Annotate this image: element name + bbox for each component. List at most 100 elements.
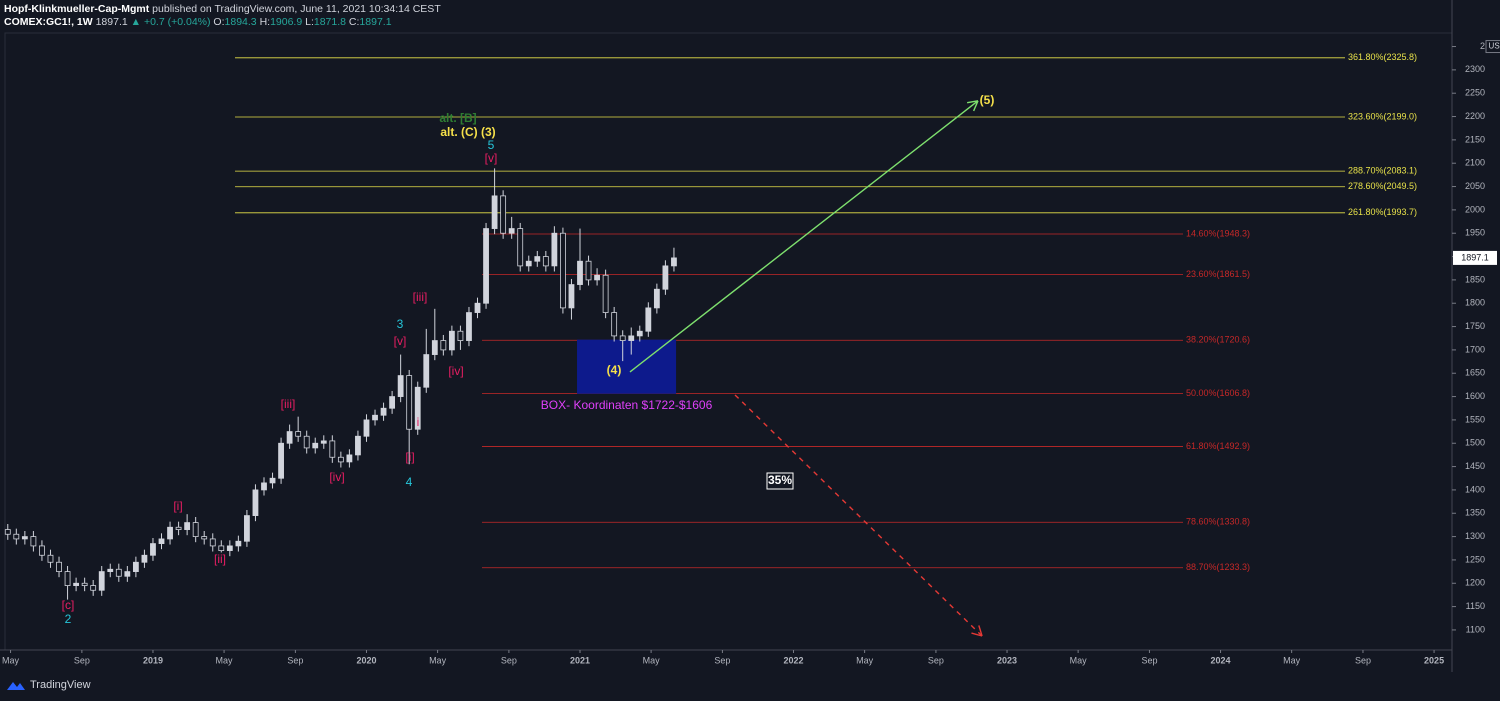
candle-body: [150, 543, 156, 556]
y-tick-label: 1850: [1465, 274, 1485, 284]
wave-label: [i]: [405, 450, 414, 464]
candle-body: [132, 561, 139, 572]
candle-body: [167, 526, 173, 540]
wave-label: [v]: [394, 334, 407, 348]
y-tick-label: 2250: [1465, 88, 1485, 98]
x-tick-label: Sep: [287, 655, 303, 665]
candle-body: [107, 568, 114, 572]
candle-body: [303, 435, 310, 449]
y-tick-label: 2100: [1465, 158, 1485, 168]
level-label: 323.60%(2199.0): [1348, 111, 1417, 121]
candle-body: [30, 536, 37, 547]
level-label: 61.80%(1492.9): [1186, 441, 1250, 451]
y-tick-label: 1950: [1465, 228, 1485, 238]
candle-body: [440, 340, 447, 351]
symbol: COMEX:GC1!, 1W: [4, 16, 93, 28]
candle-body: [577, 260, 583, 285]
candle-body: [329, 440, 336, 458]
level-label: 261.80%(1993.7): [1348, 207, 1417, 217]
wave-label: (4): [607, 363, 622, 377]
logo: [7, 682, 25, 690]
arrow: [734, 394, 983, 637]
candle-body: [21, 536, 28, 540]
price-tag-label: 1897.1: [1461, 252, 1489, 262]
y-tick-label: 1650: [1465, 368, 1485, 378]
candle-body: [585, 260, 592, 281]
candle-body: [355, 435, 361, 456]
x-tick-label: May: [1070, 655, 1088, 665]
x-tick-label: May: [216, 655, 234, 665]
candle-body: [201, 536, 208, 540]
y-tick-label: 1100: [1466, 624, 1485, 634]
candle-body: [671, 257, 677, 267]
ohlc-label: C:: [348, 16, 360, 28]
arrow-head: [978, 625, 983, 637]
candle-body: [619, 335, 626, 341]
candle-body: [466, 312, 472, 341]
x-tick-label: 2020: [356, 655, 376, 665]
candle-body: [56, 561, 62, 572]
y-tick-label: 2300: [1465, 64, 1485, 74]
wave-label: [i]: [173, 499, 182, 513]
candle-body: [269, 477, 276, 484]
y-tick-label: 1300: [1465, 531, 1485, 541]
candle-body: [448, 330, 455, 351]
candle-body: [534, 256, 541, 262]
candle-body: [337, 456, 344, 463]
header-line: COMEX:GC1!, 1W 1897.1 ▲ +0.7 (+0.04%) O:…: [4, 16, 441, 29]
candle-body: [397, 375, 404, 397]
y-tick-label: 1600: [1465, 391, 1485, 401]
last: 1897.1: [95, 16, 128, 28]
candle-body: [261, 482, 267, 491]
x-tick-label: 2024: [1211, 655, 1231, 665]
candle-body: [124, 571, 131, 577]
candle-body: [312, 442, 319, 449]
candle-body: [474, 302, 481, 313]
level-label: 278.60%(2049.5): [1348, 181, 1417, 191]
level-label: 88.70%(1233.3): [1186, 562, 1250, 572]
x-tick-label: May: [2, 655, 20, 665]
ohlc-label: O:: [213, 16, 225, 28]
ohlc-value: 1894.3: [224, 16, 257, 28]
y-tick-label: 1550: [1465, 414, 1485, 424]
arrow-head: [971, 632, 983, 637]
ohlc-value: 1897.1: [359, 16, 392, 28]
currency-box: [1485, 40, 1500, 54]
level-label: 361.80%(2325.8): [1348, 52, 1417, 62]
candle-body: [508, 228, 515, 234]
candle-body: [457, 330, 464, 341]
candle-body: [525, 260, 532, 267]
footer[interactable]: TradingView: [6, 679, 91, 691]
wave-label: i: [417, 415, 420, 429]
x-tick-label: Sep: [1141, 655, 1157, 665]
y-tick-label: 2150: [1465, 134, 1485, 144]
y-tick-label: 1800: [1465, 298, 1485, 308]
wave-label: alt. (C) (3): [440, 125, 495, 139]
candle-body: [500, 195, 507, 234]
candle-body: [286, 431, 293, 444]
candle-body: [141, 554, 148, 563]
header-line: Hopf-Klinkmueller-Cap-Mgmt published on …: [4, 3, 441, 16]
candle-body: [389, 396, 396, 409]
arrow-head: [967, 100, 979, 104]
y-tick-label: 2200: [1465, 111, 1485, 121]
ohlc-label: L:: [305, 16, 314, 28]
level-label: 50.00%(1606.8): [1186, 388, 1250, 398]
ohlc-value: 1871.8: [313, 16, 346, 28]
candle-body: [380, 407, 387, 416]
wave-label: 3: [397, 317, 404, 331]
level-label: 288.70%(2083.1): [1348, 165, 1417, 175]
wave-label: [ii]: [214, 552, 226, 566]
candle-body: [611, 312, 618, 337]
candle-body: [184, 522, 191, 530]
candle-body: [662, 265, 669, 290]
candle-body: [423, 354, 430, 388]
y-tick-label: 1700: [1465, 344, 1485, 354]
x-tick-label: 2023: [997, 655, 1017, 665]
candle-body: [252, 489, 259, 516]
candle-body: [47, 554, 54, 563]
candle-body: [491, 195, 498, 229]
candle-body: [406, 375, 413, 430]
candle-body: [551, 232, 558, 267]
candle-body: [39, 545, 45, 556]
